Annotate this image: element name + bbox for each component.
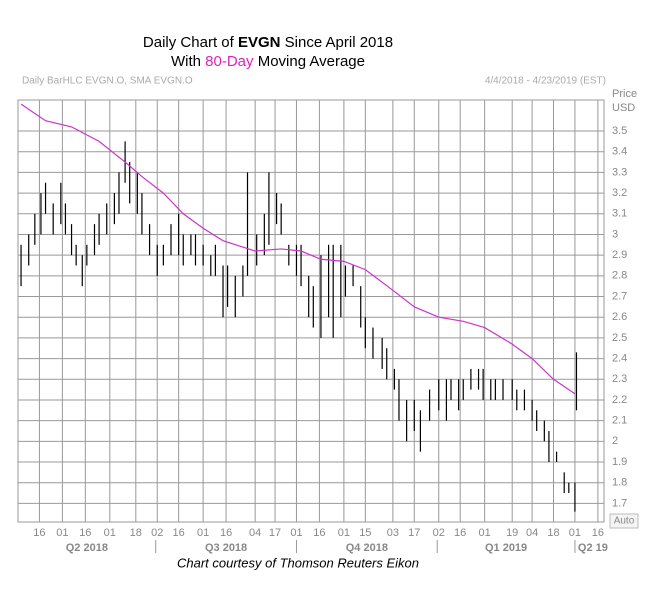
x-tick-label: 16 <box>33 527 45 539</box>
y-tick-label: 2.6 <box>612 311 627 323</box>
x-tick-label: 16 <box>220 527 232 539</box>
x-tick-label: 01 <box>479 527 491 539</box>
x-tick-label: 16 <box>79 527 91 539</box>
y-tick-label: 2.2 <box>612 394 627 406</box>
y-tick-label: 2.5 <box>612 332 627 344</box>
quarter-label: Q2 19 <box>578 542 608 554</box>
y-tick-label: 2.8 <box>612 270 627 282</box>
title-part: Daily Chart of <box>143 34 238 51</box>
quarter-label: Q2 2018 <box>66 542 108 554</box>
quarter-label: Q3 2018 <box>205 542 247 554</box>
header-left: Daily BarHLC EVGN.O, SMA EVGN.O <box>22 76 193 87</box>
x-tick-label: 01 <box>290 527 302 539</box>
chart-title: Daily Chart of EVGN Since April 2018 <box>143 34 393 51</box>
x-tick-label: 16 <box>313 527 325 539</box>
y-tick-label: 2.9 <box>612 249 627 261</box>
x-tick-label: 01 <box>338 527 350 539</box>
y-tick-label: 2.3 <box>612 373 627 385</box>
subtitle-part: Moving Average <box>254 53 365 70</box>
title-part: Since April 2018 <box>280 34 393 51</box>
y-tick-label: 3.1 <box>612 208 627 220</box>
y-tick-label: 3.5 <box>612 125 627 137</box>
x-tick-label: 01 <box>569 527 581 539</box>
x-tick-label: 01 <box>197 527 209 539</box>
y-tick-label: 2.1 <box>612 415 627 427</box>
x-tick-label: 01 <box>104 527 116 539</box>
auto-button[interactable] <box>609 513 639 529</box>
y-axis-label: USD <box>612 102 635 114</box>
x-tick-label: 16 <box>454 527 466 539</box>
moving-average-line <box>20 103 576 395</box>
y-tick-label: 2 <box>612 435 618 447</box>
x-tick-label: 04 <box>249 527 261 539</box>
x-tick-label: 02 <box>151 527 163 539</box>
title-part: EVGN <box>238 34 281 51</box>
x-tick-label: 17 <box>408 527 420 539</box>
y-tick-label: 3.3 <box>612 166 627 178</box>
x-tick-label: 16 <box>173 527 185 539</box>
y-tick-label: 1.7 <box>612 497 627 509</box>
x-tick-label: 19 <box>506 527 518 539</box>
y-tick-label: 1.8 <box>612 477 627 489</box>
x-tick-label: 16 <box>592 527 604 539</box>
plot-frame <box>17 99 605 523</box>
y-tick-label: 3 <box>612 228 618 240</box>
x-tick-label: 18 <box>130 527 142 539</box>
x-tick-label: 02 <box>433 527 445 539</box>
y-tick-label: 3.4 <box>612 146 627 158</box>
x-tick-label: 15 <box>359 527 371 539</box>
caption: Chart courtesy of Thomson Reuters Eikon <box>177 555 419 570</box>
y-tick-label: 1.9 <box>612 456 627 468</box>
x-tick-label: 17 <box>269 527 281 539</box>
y-tick-label: 2.4 <box>612 352 627 364</box>
quarter-label: Q1 2019 <box>485 542 527 554</box>
x-tick-label: 01 <box>56 527 68 539</box>
y-tick-label: 2.7 <box>612 290 627 302</box>
y-tick-label: 3.2 <box>612 187 627 199</box>
chart-subtitle: With 80-Day Moving Average <box>171 53 365 70</box>
x-tick-label: 03 <box>387 527 399 539</box>
subtitle-part: With <box>171 53 205 70</box>
subtitle-part: 80-Day <box>205 53 254 70</box>
x-tick-label: 18 <box>547 527 559 539</box>
y-axis-label: Price <box>612 88 637 100</box>
header-right: 4/4/2018 - 4/23/2019 (EST) <box>485 76 606 87</box>
auto-button-label[interactable]: Auto <box>614 516 635 527</box>
quarter-label: Q4 2018 <box>346 542 388 554</box>
x-tick-label: 04 <box>526 527 538 539</box>
